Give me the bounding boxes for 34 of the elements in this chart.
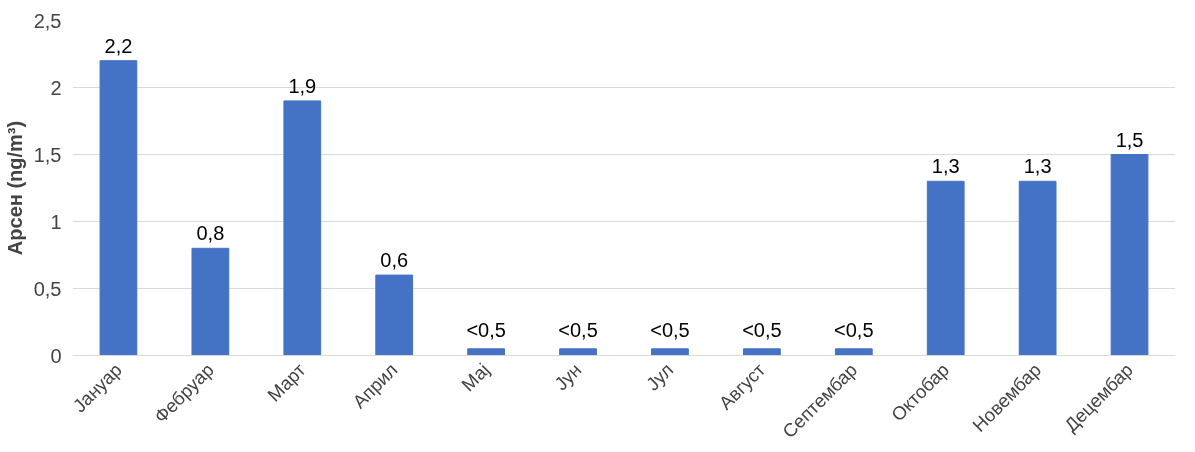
bar	[1110, 154, 1149, 356]
data-label: <0,5	[834, 318, 874, 341]
bar	[651, 348, 689, 356]
data-label: 2,2	[104, 34, 133, 57]
y-tick-label: 0,5	[33, 277, 62, 300]
x-tick-label: Јул	[641, 359, 678, 395]
data-label: 0,6	[380, 249, 409, 272]
bar	[559, 348, 597, 356]
data-label: 1,3	[1023, 155, 1052, 178]
bar	[926, 180, 965, 356]
data-label: 1,9	[288, 74, 317, 97]
y-tick-label: 1,5	[33, 143, 62, 166]
bar	[1018, 180, 1057, 356]
bar	[191, 247, 230, 356]
y-tick-label: 2,5	[33, 9, 62, 32]
bar	[375, 274, 414, 356]
bar	[99, 60, 138, 356]
data-label: 1,5	[1115, 128, 1144, 151]
x-tick-label: Мај	[457, 359, 494, 396]
data-label: 0,8	[196, 222, 225, 245]
x-tick-label: Јун	[550, 359, 586, 395]
bar	[467, 348, 506, 356]
data-label: <0,5	[650, 318, 690, 341]
bar	[283, 100, 322, 356]
data-label: 1,3	[931, 155, 960, 178]
bar	[742, 348, 781, 356]
data-label: <0,5	[558, 318, 598, 341]
data-label: <0,5	[742, 318, 782, 341]
y-tick-label: 2	[50, 76, 62, 99]
y-tick-label: 0	[50, 344, 62, 367]
y-tick-label: 1	[50, 210, 62, 233]
bar	[834, 348, 873, 356]
data-label: <0,5	[466, 318, 506, 341]
y-axis-title: Арсен (ng/m³)	[3, 120, 26, 256]
